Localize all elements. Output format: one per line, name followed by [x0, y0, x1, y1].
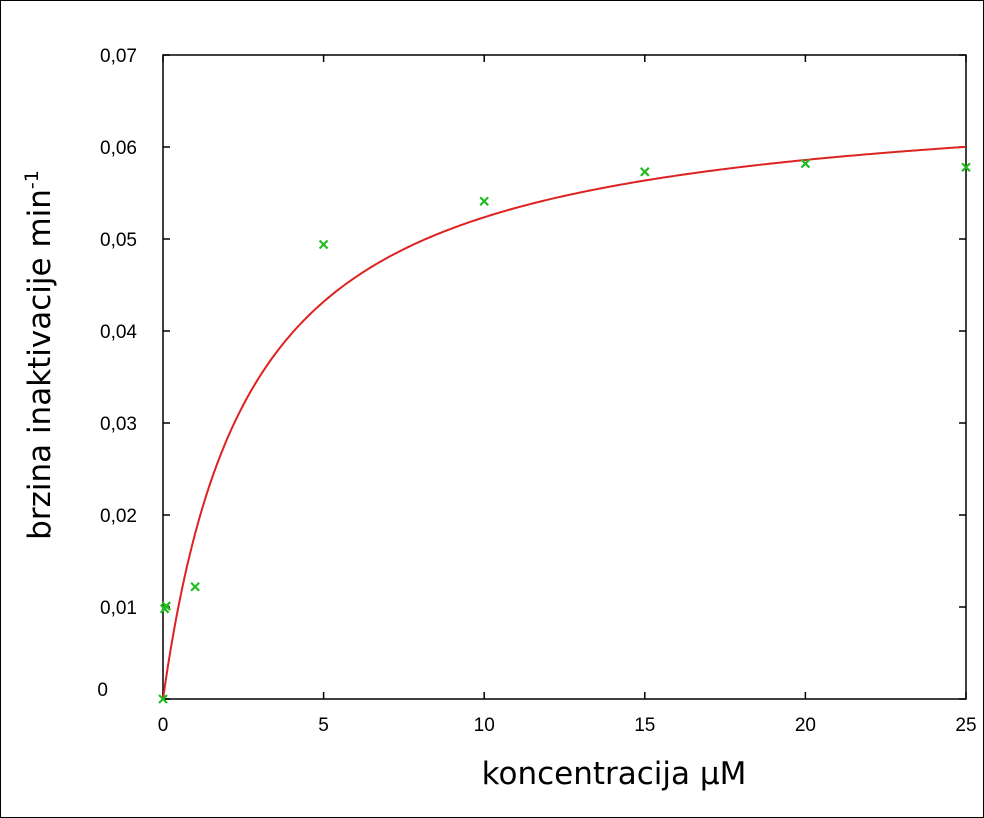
data-point — [640, 167, 650, 177]
x-tick-label: 0 — [158, 715, 169, 736]
y-tick-label: 0,02 — [100, 506, 137, 527]
x-tick-labels: 0 5 10 15 20 25 — [158, 715, 977, 736]
data-point — [479, 196, 489, 207]
data-point — [190, 581, 200, 592]
fit-curve — [162, 145, 967, 700]
y-axis-title-superscript: -1 — [21, 170, 43, 189]
y-tick-label: 0 — [97, 680, 108, 701]
data-point — [318, 239, 329, 250]
plot-area-border — [162, 54, 967, 700]
x-tick-label: 20 — [795, 715, 816, 736]
x-tick-label: 15 — [634, 715, 655, 736]
y-tick-label: 0,05 — [100, 230, 137, 251]
x-tick-label: 10 — [474, 715, 495, 736]
data-point — [158, 694, 168, 704]
x-tick-label: 25 — [955, 715, 976, 736]
y-tick-label: 0,07 — [100, 46, 137, 67]
data-point — [800, 158, 811, 169]
y-axis-title-main: brzina inaktivacije min — [22, 189, 58, 540]
y-axis-title: brzina inaktivacije min-1 — [21, 170, 58, 540]
x-tick-label: 5 — [318, 715, 329, 736]
x-axis-title: koncentracija µM — [482, 756, 747, 792]
y-tick-labels: 0 0,01 0,02 0,03 0,04 0,05 0,06 0,07 — [97, 46, 137, 701]
y-tick-label: 0,04 — [100, 322, 137, 343]
data-point — [161, 601, 171, 611]
axis-ticks — [162, 54, 967, 700]
data-point — [961, 162, 971, 173]
y-tick-label: 0,01 — [100, 598, 137, 619]
data-points — [158, 158, 971, 704]
y-tick-label: 0,06 — [100, 138, 137, 159]
y-tick-label: 0,03 — [100, 414, 137, 435]
